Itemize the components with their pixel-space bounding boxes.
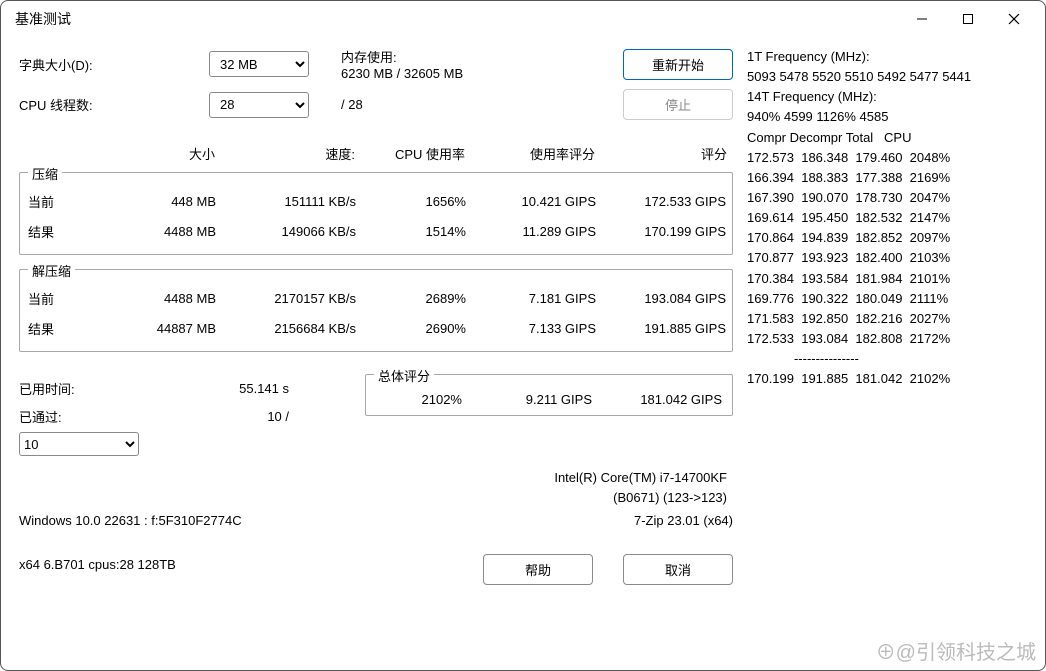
header-cpu: CPU 使用率 — [369, 144, 479, 163]
titlebar: 基准测试 — [1, 1, 1045, 37]
compress-current-row: 当前 448 MB 151111 KB/s 1656% 10.421 GIPS … — [20, 186, 732, 216]
header-size: 大小 — [129, 144, 229, 163]
compress-result-row: 结果 4488 MB 149066 KB/s 1514% 11.289 GIPS… — [20, 216, 732, 246]
elapsed-value: 55.141 s — [189, 381, 349, 396]
help-button[interactable]: 帮助 — [483, 554, 593, 585]
decompress-result-row: 结果 44887 MB 2156684 KB/s 2690% 7.133 GIP… — [20, 313, 732, 343]
log-separator: --------------- — [747, 349, 1027, 369]
elapsed-label: 已用时间: — [19, 379, 189, 398]
overall-title: 总体评分 — [374, 366, 434, 385]
memory-usage-value: 6230 MB / 32605 MB — [341, 66, 591, 81]
log-row: 172.573 186.348 179.460 2048% — [747, 148, 1027, 168]
log-row: 166.394 188.383 177.388 2169% — [747, 168, 1027, 188]
log-row: 167.390 190.070 178.730 2047% — [747, 188, 1027, 208]
results-header: 大小 速度: CPU 使用率 使用率评分 评分 — [19, 138, 733, 168]
cpu-name: Intel(R) Core(TM) i7-14700KF — [19, 468, 727, 488]
cancel-button[interactable]: 取消 — [623, 554, 733, 585]
maximize-button[interactable] — [945, 4, 991, 34]
log-header: Compr Decompr Total CPU — [747, 128, 1027, 148]
restart-button[interactable]: 重新开始 — [623, 49, 733, 80]
overall-score: 181.042 GIPS — [606, 392, 732, 407]
threads-select[interactable]: 28 — [209, 92, 309, 118]
stop-button[interactable]: 停止 — [623, 89, 733, 120]
decompress-title: 解压缩 — [28, 261, 75, 280]
header-speed: 速度: — [229, 144, 369, 163]
zip-version: 7-Zip 23.01 (x64) — [634, 513, 733, 528]
frequency-log: 1T Frequency (MHz): 5093 5478 5520 5510 … — [747, 47, 1027, 660]
window-title: 基准测试 — [15, 9, 899, 29]
cpu-id: (B0671) (123->123) — [19, 488, 727, 508]
dict-size-select[interactable]: 32 MB — [209, 51, 309, 77]
threads-total: / 28 — [341, 97, 591, 112]
memory-usage-label: 内存使用: — [341, 47, 591, 66]
log-row: 170.864 194.839 182.852 2097% — [747, 228, 1027, 248]
log-row: 169.614 195.450 182.532 2147% — [747, 208, 1027, 228]
compress-group: 压缩 当前 448 MB 151111 KB/s 1656% 10.421 GI… — [19, 172, 733, 255]
threads-label: CPU 线程数: — [19, 95, 209, 114]
passes-select[interactable]: 10 — [19, 432, 139, 456]
header-rating: 使用率评分 — [479, 144, 609, 163]
minimize-button[interactable] — [899, 4, 945, 34]
compress-title: 压缩 — [28, 164, 62, 183]
overall-group: 总体评分 2102% 9.211 GIPS 181.042 GIPS — [365, 374, 733, 416]
dict-size-label: 字典大小(D): — [19, 55, 209, 74]
log-total: 170.199 191.885 181.042 2102% — [747, 369, 1027, 389]
overall-cpu: 2102% — [366, 392, 476, 407]
os-info: Windows 10.0 22631 : f:5F310F2774C — [19, 513, 634, 528]
log-row: 172.533 193.084 182.808 2172% — [747, 329, 1027, 349]
passes-value: 10 / — [189, 409, 349, 424]
decompress-group: 解压缩 当前 4488 MB 2170157 KB/s 2689% 7.181 … — [19, 269, 733, 352]
log-row: 171.583 192.850 182.216 2027% — [747, 309, 1027, 329]
arch-info: x64 6.B701 cpus:28 128TB — [19, 557, 483, 572]
log-row: 169.776 190.322 180.049 2111% — [747, 289, 1027, 309]
overall-rating: 9.211 GIPS — [476, 392, 606, 407]
passes-label: 已通过: — [19, 407, 189, 426]
log-row: 170.877 193.923 182.400 2103% — [747, 248, 1027, 268]
close-button[interactable] — [991, 4, 1037, 34]
header-score: 评分 — [609, 144, 733, 163]
log-row: 170.384 193.584 181.984 2101% — [747, 269, 1027, 289]
decompress-current-row: 当前 4488 MB 2170157 KB/s 2689% 7.181 GIPS… — [20, 283, 732, 313]
